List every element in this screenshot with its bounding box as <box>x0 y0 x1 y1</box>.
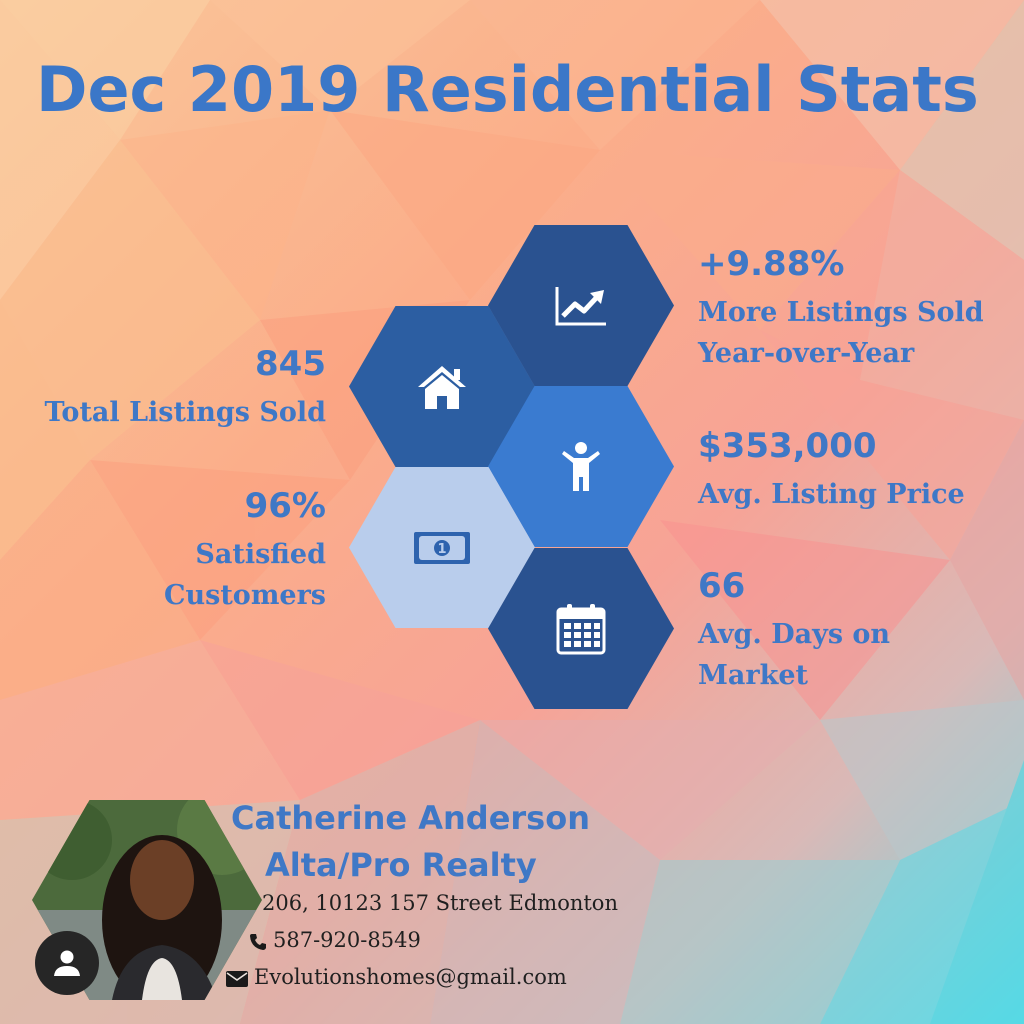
agent-address: 206, 10123 157 Street Edmonton <box>262 891 618 915</box>
stat-total-sold: 845 Total Listings Sold <box>20 344 326 433</box>
envelope-icon <box>226 970 248 987</box>
stat-avg-price: $353,000 Avg. Listing Price <box>698 426 1018 515</box>
agent-email-row: Evolutionshomes@gmail.com <box>226 963 567 991</box>
stat-value: 66 <box>698 566 746 606</box>
agent-name: Catherine Anderson <box>231 799 590 837</box>
agent-email[interactable]: Evolutionshomes@gmail.com <box>254 965 567 989</box>
stat-value: $353,000 <box>698 426 877 466</box>
person-icon <box>562 441 600 491</box>
chart-up-icon <box>555 286 606 325</box>
money-bill-icon: 1 <box>414 531 470 564</box>
agent-phone[interactable]: 587-920-8549 <box>273 928 421 952</box>
stat-value: 96% <box>244 486 326 526</box>
profile-avatar-button[interactable] <box>35 931 99 995</box>
stat-label: Avg. Listing Price <box>698 479 965 510</box>
stat-value: 845 <box>255 344 326 384</box>
svg-text:1: 1 <box>437 542 446 557</box>
stat-days-on-market: 66 Avg. Days on Market <box>698 566 1018 696</box>
stat-label: Market <box>698 660 808 691</box>
stat-label: Customers <box>164 580 326 611</box>
stat-satisfied: 96% Satisfied Customers <box>20 486 326 616</box>
stat-listings-growth: +9.88% More Listings Sold Year-over-Year <box>698 244 1018 374</box>
stat-label: Year-over-Year <box>698 338 915 369</box>
calendar-icon <box>556 603 606 654</box>
user-icon <box>54 950 80 976</box>
stat-label: Satisfied <box>195 539 326 570</box>
agent-company: Alta/Pro Realty <box>265 846 537 884</box>
house-icon <box>418 365 466 409</box>
agent-phone-row: 587-920-8549 <box>249 926 421 954</box>
phone-icon <box>250 933 266 950</box>
stat-label: Total Listings Sold <box>44 397 326 428</box>
page-title: Dec 2019 Residential Stats <box>36 53 979 126</box>
stat-label: More Listings Sold <box>698 297 984 328</box>
stat-label: Avg. Days on <box>698 619 891 650</box>
stat-value: +9.88% <box>698 244 845 284</box>
